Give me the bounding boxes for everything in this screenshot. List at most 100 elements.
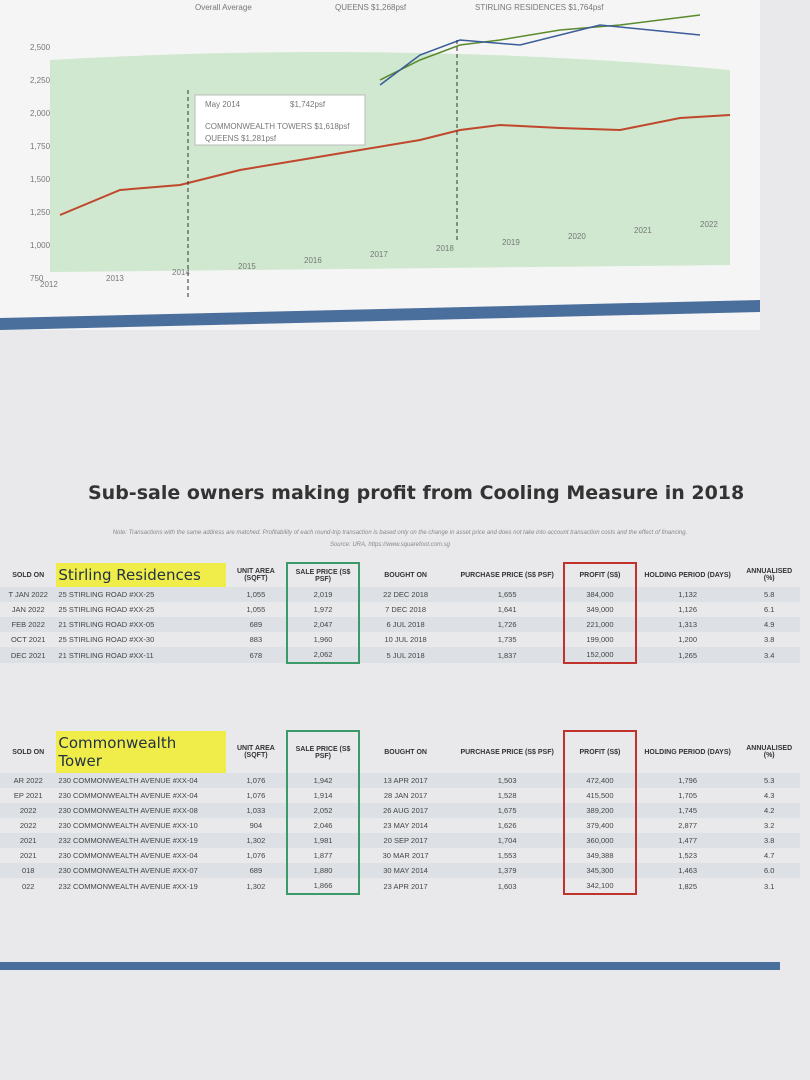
table-cell: 3.8 <box>738 833 800 848</box>
y-tick-label: 1,250 <box>30 208 51 217</box>
table-cell: 20 SEP 2017 <box>358 833 452 848</box>
legend-entry: QUEENS $1,268psf <box>335 3 407 12</box>
table-cell: 2022 <box>0 803 57 818</box>
table-cell: 1,523 <box>678 851 697 860</box>
table-cell: 1,126 <box>678 605 697 614</box>
price-line <box>379 14 701 81</box>
table-cell: 230 COMMONWEALTH AVENUE #XX-07 <box>56 863 226 878</box>
table-cell: OCT 2021 <box>10 635 46 644</box>
table-cell: 472,400 <box>563 773 637 788</box>
table-cell: 2,052 <box>286 803 360 818</box>
table-cell: 232 COMMONWEALTH AVENUE #XX-19 <box>58 881 198 891</box>
annotation: May 2014 <box>205 100 241 109</box>
table-cell: DEC 2021 <box>0 647 57 663</box>
table-cell: 1,076 <box>246 851 266 860</box>
table-row: JAN 2022 25 STIRLING ROAD #XX-25 1,055 1,97… <box>0 602 800 617</box>
column-header: PURCHASE PRICE (S$ PSF) <box>460 571 554 579</box>
table-cell: 6 JUL 2018 <box>358 617 452 632</box>
x-tick-label: 2014 <box>172 268 190 277</box>
table-cell: 689 <box>225 617 288 632</box>
table-cell: 5.8 <box>738 587 800 602</box>
y-tick-label: 2,250 <box>30 76 51 85</box>
legend-entry: Overall Average <box>195 3 252 12</box>
table-cell: 1,877 <box>286 848 360 863</box>
y-tick-label: 750 <box>30 274 44 283</box>
table-cell: 30 MAR 2017 <box>382 851 429 860</box>
shaded-area <box>50 52 730 272</box>
table-cell: 018 <box>0 863 57 878</box>
source: Source: URA, https://www.squarefoot.com.… <box>329 542 451 548</box>
table-cell: 25 STIRLING ROAD #XX-25 <box>56 587 226 602</box>
table-cell: 342,100 <box>563 878 637 895</box>
table-cell: 883 <box>249 635 263 644</box>
annotation: $1,742psf <box>290 100 326 109</box>
x-tick-label: 2019 <box>502 238 520 247</box>
legend-entry: STIRLING RESIDENCES $1,764psf <box>475 3 604 12</box>
table-cell: 384,000 <box>563 587 637 602</box>
y-tick-label: 1,750 <box>30 142 51 151</box>
table-cell: 1,726 <box>451 617 565 632</box>
header-row: SOLD ON Commonwealth Tower UNIT AREA (SQFT… <box>0 730 800 773</box>
table-cell: 6.1 <box>763 605 775 614</box>
y-tick-label: 1,500 <box>30 175 51 184</box>
table-cell: 1,463 <box>635 863 739 878</box>
table-cell: 2,877 <box>678 821 697 830</box>
column-header: PROFIT (S$) <box>563 562 637 587</box>
table-cell: 25 STIRLING ROAD #XX-30 <box>58 635 155 644</box>
table-cell: 389,200 <box>563 803 637 818</box>
x-tick-label: 2021 <box>634 226 652 235</box>
table-cell: 4.7 <box>763 851 775 860</box>
table-row: AR 2022 230 COMMONWEALTH AVENUE #XX-04 1,0… <box>0 773 800 788</box>
table-cell: EP 2021 <box>13 791 43 800</box>
table-cell: 3.4 <box>738 647 800 663</box>
x-tick-label: 2016 <box>304 256 322 265</box>
column-header: Commonwealth Tower <box>56 731 226 773</box>
table-cell: 904 <box>249 821 263 830</box>
table-cell: 232 COMMONWEALTH AVENUE #XX-19 <box>56 833 226 848</box>
table-cell: 3.1 <box>763 881 775 891</box>
table-cell: 230 COMMONWEALTH AVENUE #XX-10 <box>58 821 198 830</box>
table-cell: 1,837 <box>451 647 565 663</box>
table-row: 022 232 COMMONWEALTH AVENUE #XX-19 1,302 1,… <box>0 878 800 895</box>
table-cell: 2022 <box>19 821 37 830</box>
note: Note: Transactions with the same address… <box>112 530 688 536</box>
table-cell: 1,265 <box>635 647 739 663</box>
x-tick-label: 2012 <box>40 280 58 289</box>
table: SOLD ON Stirling Residences UNIT AREA (SQF… <box>0 562 800 664</box>
table-cell: 1,379 <box>451 863 565 878</box>
table-cell: 1,055 <box>246 605 266 614</box>
x-tick-label: 2015 <box>238 262 256 271</box>
y-tick-label: 2,000 <box>30 109 51 118</box>
table-cell: 1,866 <box>286 878 360 895</box>
table-cell: 23 MAY 2014 <box>383 821 428 830</box>
table-cell: 1,200 <box>678 635 697 644</box>
column-header: ANNUALISED (%) <box>746 568 793 582</box>
table-cell: 1,055 <box>225 587 288 602</box>
table-cell: 1,972 <box>286 602 360 617</box>
table-cell: 379,400 <box>563 818 637 833</box>
table-cell: 23 APR 2017 <box>383 881 428 891</box>
table-row: OCT 2021 25 STIRLING ROAD #XX-30 883 1,960 1… <box>0 632 800 647</box>
table-cell: 152,000 <box>563 647 637 664</box>
table-cell: 2,062 <box>286 647 360 664</box>
table-cell: 230 COMMONWEALTH AVENUE #XX-04 <box>58 851 198 860</box>
table-row: 2022 230 COMMONWEALTH AVENUE #XX-10 904 2,0… <box>0 818 800 833</box>
table-cell: AR 2022 <box>0 773 57 788</box>
table-cell: 21 STIRLING ROAD #XX-05 <box>56 617 226 632</box>
table-cell: 415,500 <box>563 788 637 803</box>
table-cell: 230 COMMONWEALTH AVENUE #XX-04 <box>58 791 198 800</box>
x-tick-label: 2013 <box>106 274 124 283</box>
table-cell: 5 JUL 2018 <box>358 647 452 663</box>
table-cell: 1,960 <box>286 632 360 647</box>
table-cell: 1,914 <box>286 788 360 803</box>
divider-bar <box>0 300 760 330</box>
table-cell: 1,626 <box>497 821 517 830</box>
table-cell: 1,704 <box>451 833 565 848</box>
table-cell: 1,675 <box>451 803 565 818</box>
table-cell: T JAN 2022 <box>0 587 57 602</box>
x-tick-label: 2022 <box>700 220 718 229</box>
column-header: BOUGHT ON <box>384 748 427 756</box>
column-header: PROFIT (S$) <box>563 730 637 773</box>
table-cell: 1,942 <box>286 773 360 788</box>
